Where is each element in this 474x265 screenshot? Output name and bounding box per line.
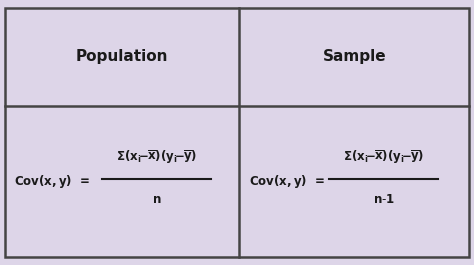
Text: $\bf{n\text{-}1}$: $\bf{n\text{-}1}$ xyxy=(373,193,395,206)
Text: $\bf{Cov(x,y)}$  =: $\bf{Cov(x,y)}$ = xyxy=(249,173,325,190)
Text: Population: Population xyxy=(76,50,168,64)
Text: $\bf{n}$: $\bf{n}$ xyxy=(152,193,161,206)
Text: $\bf{Cov(x,y)}$  =: $\bf{Cov(x,y)}$ = xyxy=(14,173,90,190)
Text: Sample: Sample xyxy=(322,50,386,64)
Text: $\bf{\Sigma(x_i\!\!-\!\!\overline{x})(y_i\!\!-\!\!\overline{y})}$: $\bf{\Sigma(x_i\!\!-\!\!\overline{x})(y_… xyxy=(343,148,425,165)
Text: $\bf{\Sigma(x_i\!\!-\!\!\overline{x})(y_i\!\!-\!\!\overline{y})}$: $\bf{\Sigma(x_i\!\!-\!\!\overline{x})(y_… xyxy=(116,148,197,165)
